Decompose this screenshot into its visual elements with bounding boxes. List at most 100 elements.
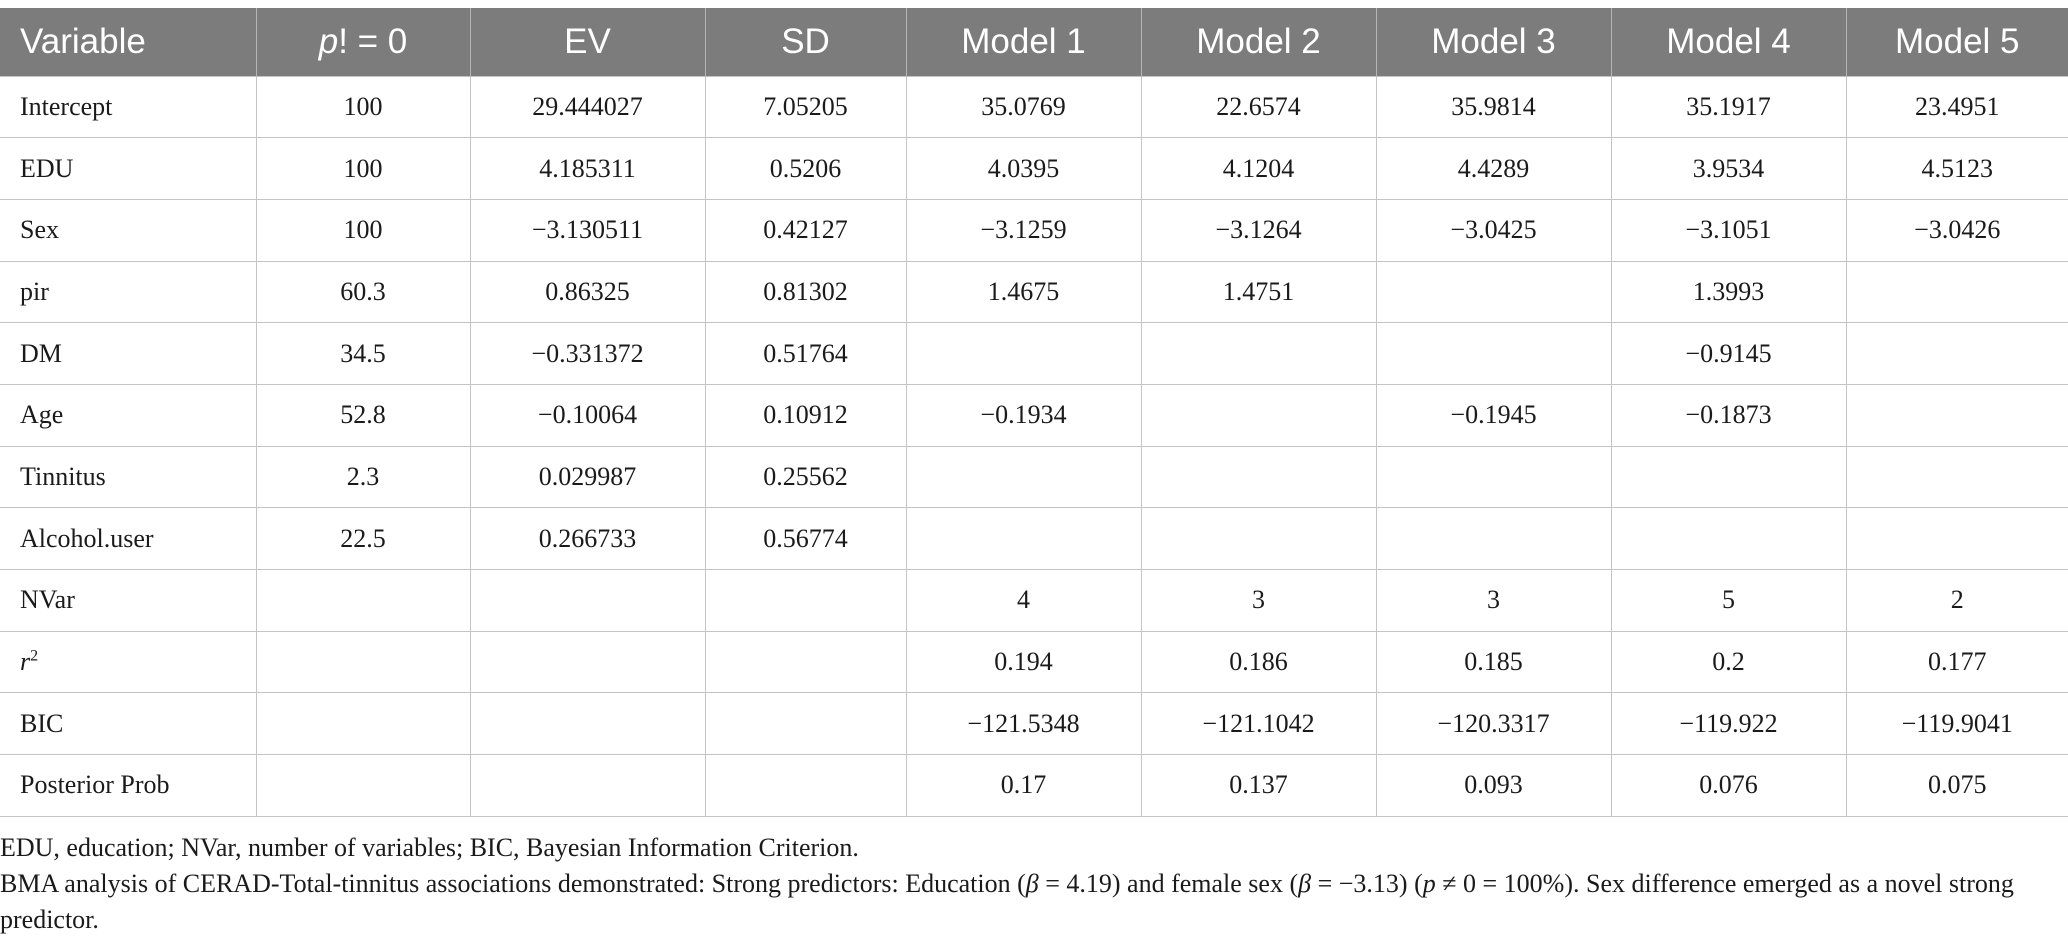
ev-cell: 0.266733 bbox=[469, 507, 706, 570]
p-nonzero-cell: 100 bbox=[255, 75, 471, 139]
model-5-cell bbox=[1845, 322, 2068, 385]
model-1-cell: 0.17 bbox=[905, 754, 1142, 817]
model-3-cell: −120.3317 bbox=[1375, 692, 1612, 756]
model-5-cell bbox=[1845, 383, 2068, 447]
ev-cell bbox=[469, 692, 706, 756]
p-nonzero-cell: 60.3 bbox=[255, 260, 471, 324]
r-squared-superscript: 2 bbox=[30, 647, 39, 665]
abbreviations-note: EDU, education; NVar, number of variable… bbox=[0, 833, 859, 862]
r-symbol: r bbox=[20, 647, 31, 677]
ev-cell bbox=[469, 630, 706, 694]
model-3-cell: 0.185 bbox=[1375, 630, 1612, 694]
header-sd: SD bbox=[704, 8, 906, 76]
ev-cell bbox=[469, 569, 706, 632]
p-nonzero-cell bbox=[255, 754, 471, 817]
table-row: r2 0.194 0.186 0.185 0.2 0.177 bbox=[0, 630, 2068, 694]
table-row: BIC −121.5348 −121.1042 −120.3317 −119.922 −1… bbox=[0, 692, 2068, 756]
model-5-cell: 4.5123 bbox=[1845, 137, 2068, 200]
table-row: pir 60.3 0.86325 0.81302 1.4675 1.4751 1.3993 bbox=[0, 260, 2068, 324]
model-1-cell: −0.1934 bbox=[905, 383, 1142, 447]
sd-cell: 0.5206 bbox=[704, 137, 907, 200]
model-2-cell: 4.1204 bbox=[1140, 137, 1377, 200]
model-5-cell: −3.0426 bbox=[1845, 198, 2068, 262]
variable-cell: Posterior Prob bbox=[0, 754, 257, 817]
table-row: Tinnitus 2.3 0.029987 0.25562 bbox=[0, 445, 2068, 509]
p-nonzero-cell bbox=[255, 692, 471, 756]
model-2-cell bbox=[1140, 445, 1377, 509]
ev-cell: 0.86325 bbox=[469, 260, 706, 324]
model-2-cell: 0.186 bbox=[1140, 630, 1377, 694]
sd-cell: 0.10912 bbox=[704, 383, 907, 447]
variable-cell: r2 bbox=[0, 630, 257, 694]
sd-cell: 0.56774 bbox=[704, 507, 907, 570]
sd-cell bbox=[704, 692, 907, 756]
model-4-cell: 5 bbox=[1610, 569, 1847, 632]
model-4-cell: 0.2 bbox=[1610, 630, 1847, 694]
model-4-cell bbox=[1610, 445, 1847, 509]
p-nonzero-cell: 100 bbox=[255, 137, 471, 200]
model-2-cell bbox=[1140, 322, 1377, 385]
variable-cell: Age bbox=[0, 383, 257, 447]
model-4-cell: −3.1051 bbox=[1610, 198, 1847, 262]
p-nonzero-cell: 34.5 bbox=[255, 322, 471, 385]
p-nonzero-cell: 2.3 bbox=[255, 445, 471, 509]
model-4-cell: 3.9534 bbox=[1610, 137, 1847, 200]
variable-cell: EDU bbox=[0, 137, 257, 200]
table-row: Alcohol.user 22.5 0.266733 0.56774 bbox=[0, 507, 2068, 570]
model-3-cell bbox=[1375, 322, 1612, 385]
sd-cell: 0.51764 bbox=[704, 322, 907, 385]
sd-cell bbox=[704, 754, 907, 817]
table-row: NVar 4 3 3 5 2 bbox=[0, 569, 2068, 632]
model-3-cell: 0.093 bbox=[1375, 754, 1612, 817]
table-row: Intercept 100 29.444027 7.05205 35.0769 22.65… bbox=[0, 75, 2068, 139]
model-1-cell: 4 bbox=[905, 569, 1142, 632]
model-2-cell: 0.137 bbox=[1140, 754, 1377, 817]
table-row: EDU 100 4.185311 0.5206 4.0395 4.1204 4.4289 3.… bbox=[0, 137, 2068, 200]
variable-cell: BIC bbox=[0, 692, 257, 756]
p-nonzero-cell: 100 bbox=[255, 198, 471, 262]
model-5-cell bbox=[1845, 445, 2068, 509]
ev-cell: −0.10064 bbox=[469, 383, 706, 447]
model-5-cell bbox=[1845, 507, 2068, 570]
model-1-cell: −3.1259 bbox=[905, 198, 1142, 262]
model-5-cell: 0.177 bbox=[1845, 630, 2068, 694]
p-nonzero-cell: 52.8 bbox=[255, 383, 471, 447]
variable-cell: pir bbox=[0, 260, 257, 324]
sd-cell: 7.05205 bbox=[704, 75, 907, 139]
model-5-cell bbox=[1845, 260, 2068, 324]
summary-note: BMA analysis of CERAD-Total-tinnitus ass… bbox=[0, 869, 2014, 934]
model-2-cell bbox=[1140, 507, 1377, 570]
header-model-2: Model 2 bbox=[1140, 8, 1376, 76]
model-5-cell: 0.075 bbox=[1845, 754, 2068, 817]
model-5-cell: 23.4951 bbox=[1845, 75, 2068, 139]
model-1-cell: −121.5348 bbox=[905, 692, 1142, 756]
model-3-cell: 35.9814 bbox=[1375, 75, 1612, 139]
sd-cell: 0.42127 bbox=[704, 198, 907, 262]
variable-cell: Alcohol.user bbox=[0, 507, 257, 570]
model-3-cell: 3 bbox=[1375, 569, 1612, 632]
model-1-cell: 35.0769 bbox=[905, 75, 1142, 139]
header-model-1: Model 1 bbox=[905, 8, 1141, 76]
model-1-cell: 4.0395 bbox=[905, 137, 1142, 200]
table-notes: EDU, education; NVar, number of variable… bbox=[0, 830, 2040, 938]
model-3-cell bbox=[1375, 445, 1612, 509]
p-nonzero-cell bbox=[255, 630, 471, 694]
table-row: DM 34.5 −0.331372 0.51764 −0.9145 bbox=[0, 322, 2068, 385]
model-4-cell bbox=[1610, 507, 1847, 570]
p-nonzero-cell bbox=[255, 569, 471, 632]
model-2-cell: 1.4751 bbox=[1140, 260, 1377, 324]
ev-cell: 29.444027 bbox=[469, 75, 706, 139]
sd-cell bbox=[704, 630, 907, 694]
model-4-cell: 0.076 bbox=[1610, 754, 1847, 817]
model-5-cell: −119.9041 bbox=[1845, 692, 2068, 756]
ev-cell: 0.029987 bbox=[469, 445, 706, 509]
model-4-cell: 1.3993 bbox=[1610, 260, 1847, 324]
model-4-cell: 35.1917 bbox=[1610, 75, 1847, 139]
variable-cell: Sex bbox=[0, 198, 257, 262]
sd-cell: 0.25562 bbox=[704, 445, 907, 509]
p-nonzero-cell: 22.5 bbox=[255, 507, 471, 570]
model-2-cell bbox=[1140, 383, 1377, 447]
model-4-cell: −119.922 bbox=[1610, 692, 1847, 756]
